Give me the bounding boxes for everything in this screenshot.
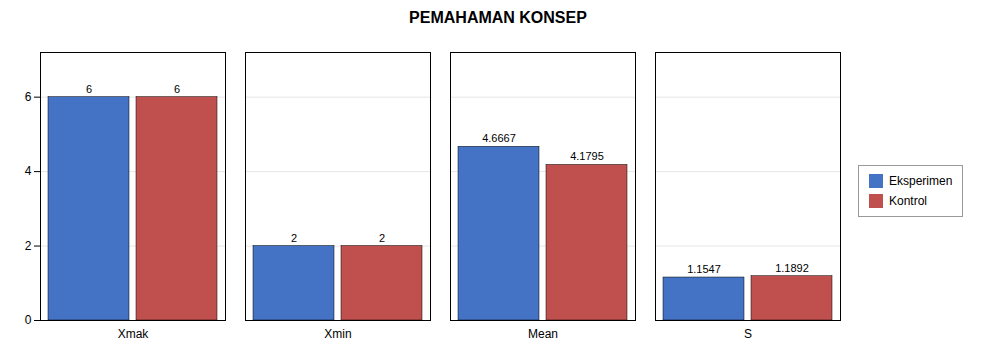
html-text:Kontrol: Kontrol	[889, 194, 927, 208]
html-text:PEMAHAMAN KONSEP: PEMAHAMAN KONSEP	[409, 9, 587, 26]
svg-text:S: S	[744, 327, 752, 341]
svg-text:Xmin: Xmin	[324, 327, 351, 341]
svg-text:4.1795: 4.1795	[570, 150, 604, 162]
svg-text:4.6667: 4.6667	[482, 132, 516, 144]
svg-text:1.1547: 1.1547	[687, 263, 721, 275]
html-text:Eksperimen: Eksperimen	[889, 174, 953, 188]
svg-text:6: 6	[25, 90, 32, 104]
svg-text:4: 4	[25, 164, 32, 178]
svg-text:0: 0	[25, 313, 32, 327]
svg-text:Mean: Mean	[528, 327, 558, 341]
svg-text:Xmak: Xmak	[118, 327, 150, 341]
svg-text:1.1892: 1.1892	[775, 262, 809, 274]
svg-text:2: 2	[291, 232, 297, 244]
svg-text:6: 6	[86, 83, 92, 95]
svg-text:6: 6	[174, 83, 180, 95]
svg-text:2: 2	[25, 239, 32, 253]
svg-text:2: 2	[379, 232, 385, 244]
